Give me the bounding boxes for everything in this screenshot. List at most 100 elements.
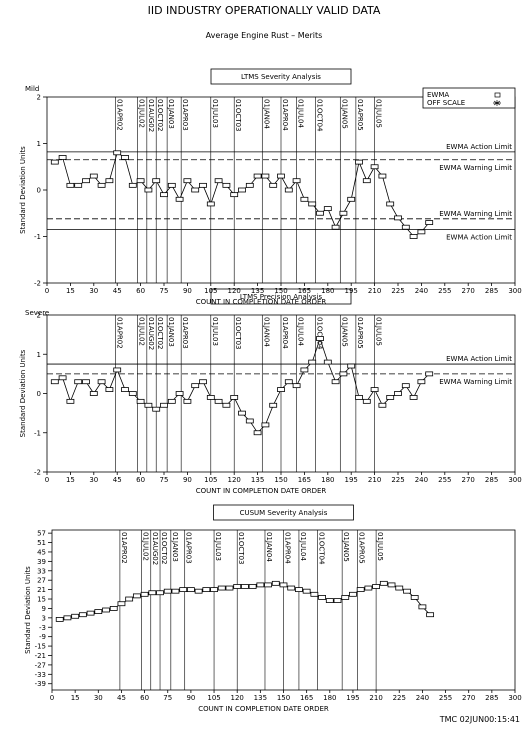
data-point [355,395,363,400]
date-marker-label: 01AUG02 [147,99,155,132]
data-point [63,615,72,621]
data-point [378,402,387,408]
data-point [284,379,293,385]
y-tick-label: 1 [37,140,41,148]
data-point [417,229,426,235]
limit-label: EWMA Warning Limit [439,378,512,386]
y-tick-label: 15 [37,596,46,604]
data-point [269,182,278,188]
data-point [318,595,326,600]
x-tick-label: 180 [323,694,336,702]
x-tick-label: 75 [160,287,169,295]
data-point [341,595,350,600]
date-marker-label: 01OCT03 [234,317,242,350]
data-point [113,150,122,156]
x-tick-label: 300 [508,287,521,295]
data-point [179,587,188,593]
date-marker-label: 01JAN05 [340,99,348,129]
title-box [210,68,352,85]
data-point [58,155,67,160]
y-axis-label: Standard Deviation Units [19,349,27,437]
data-point [300,196,309,202]
x-tick-label: 150 [277,694,290,702]
date-marker-label: 01OCT02 [156,99,164,132]
data-point [362,178,371,184]
x-tick-label: 195 [345,476,358,484]
x-tick-label: 285 [485,287,498,295]
data-point [264,582,272,588]
date-marker-label: 01JUL05 [375,317,383,346]
data-point [128,182,137,188]
data-point [418,604,427,610]
footer: TMC 02JUN00:15:41 [439,715,520,724]
data-point [74,182,83,188]
x-tick-label: 135 [251,287,264,295]
x-tick-label: 270 [462,476,475,484]
x-tick-label: 300 [508,694,521,702]
data-point [302,588,311,594]
x-tick-label: 225 [391,476,404,484]
date-marker-label: 01OCT03 [237,532,245,565]
data-point [183,398,192,404]
y-tick-label: -21 [35,652,46,660]
y-tick-label: -39 [35,680,46,688]
data-point [71,613,80,619]
date-marker-label: 01JAN04 [265,532,273,562]
date-marker-label: 01JAN04 [262,317,270,347]
data-point [105,387,114,392]
data-point [308,201,317,207]
data-point [349,591,357,597]
legend-symbol [494,92,501,98]
data-point [425,371,434,377]
data-point [125,596,134,602]
data-point [191,383,200,389]
date-marker-label: 01JUL04 [299,532,307,561]
x-tick-label: 270 [462,287,475,295]
data-point [426,612,435,618]
data-point [238,410,246,416]
x-tick-label: 60 [140,694,149,702]
data-point [356,587,365,593]
data-point [378,173,387,179]
data-point [144,402,153,408]
date-marker-label: 01JAN03 [167,99,175,129]
data-point [409,395,418,400]
date-marker-label: 01JUL04 [297,317,305,346]
data-point [245,182,254,188]
data-point [132,593,141,599]
date-marker-label: 01APR05 [356,317,364,349]
data-point [199,379,207,385]
y-tick-label: 51 [37,539,46,547]
data-point [386,395,395,400]
date-marker-label: 01APR03 [181,317,189,349]
data-point [217,585,226,591]
y-tick-label: -1 [34,233,41,241]
data-point [171,588,180,594]
data-point [163,588,172,594]
data-point [339,210,348,216]
x-tick-label: 300 [508,476,521,484]
data-point [113,367,122,373]
x-tick-label: 150 [274,476,287,484]
data-point [89,173,98,179]
data-point [261,173,270,179]
data-point [238,187,246,193]
chart-title: CUSUM Severity Analysis [240,509,328,517]
data-point [82,379,90,385]
data-point [409,234,418,239]
data-point [74,379,83,385]
data-point [121,387,129,392]
y-tick-label: -3 [39,624,46,632]
data-point [355,159,363,165]
data-point [316,210,324,216]
data-point [403,588,411,594]
data-point [395,585,404,591]
data-point [325,598,334,603]
data-point [97,182,106,188]
data-point [175,391,184,396]
date-marker-label: 01APR05 [356,99,364,131]
limit-label: EWMA Action Limit [446,143,512,151]
data-point [245,418,254,424]
x-tick-label: 225 [393,694,406,702]
x-tick-label: 210 [368,287,381,295]
